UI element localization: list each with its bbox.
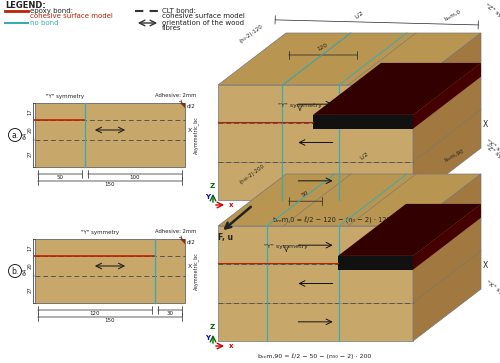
Text: 120: 120 (90, 311, 100, 316)
Text: F, u: F, u (218, 233, 233, 242)
Text: (n₀-2)·120: (n₀-2)·120 (238, 24, 264, 44)
Text: "Y" symmetry: "Y" symmetry (46, 94, 84, 99)
Text: Z: Z (210, 183, 215, 189)
Text: Y: Y (205, 194, 210, 200)
Text: 17: 17 (28, 244, 32, 251)
Text: epoxy bond:: epoxy bond: (30, 8, 73, 14)
Text: bᵣₑm,90 = ℓ/2 − 50 − (n₉₀ − 2) · 200: bᵣₑm,90 = ℓ/2 − 50 − (n₉₀ − 2) · 200 (258, 354, 371, 359)
Text: 50: 50 (301, 190, 310, 198)
Polygon shape (218, 174, 481, 226)
Polygon shape (313, 115, 413, 129)
Text: bᵣₑm,0: bᵣₑm,0 (444, 9, 462, 22)
Text: fibres: fibres (162, 25, 182, 32)
Text: 27: 27 (28, 286, 32, 293)
Text: Adhesive: 2mm: Adhesive: 2mm (155, 229, 196, 239)
Polygon shape (180, 239, 185, 244)
Bar (218, 226, 413, 341)
Text: "Z" symmetry: "Z" symmetry (484, 3, 500, 32)
Text: x: x (229, 202, 234, 208)
Text: 17: 17 (28, 108, 32, 115)
Text: 50: 50 (56, 175, 64, 180)
Text: Adhesive: 2mm: Adhesive: 2mm (155, 93, 196, 103)
Text: X: X (483, 261, 488, 270)
Text: d/2: d/2 (187, 104, 196, 109)
Text: "X" symmetry: "X" symmetry (485, 280, 500, 310)
Polygon shape (218, 33, 481, 85)
Text: Y: Y (205, 335, 210, 341)
Text: CLT bond:: CLT bond: (162, 8, 196, 14)
Text: "X" symmetry: "X" symmetry (485, 139, 500, 169)
Text: 120: 120 (317, 42, 329, 52)
Text: Z: Z (210, 324, 215, 330)
Bar (35, 239, 185, 303)
Text: "Y" symmetry: "Y" symmetry (264, 244, 308, 249)
Bar (35, 103, 185, 167)
Text: a.: a. (12, 131, 18, 139)
Polygon shape (313, 63, 481, 115)
Text: 150: 150 (105, 182, 115, 187)
Text: 100: 100 (130, 175, 140, 180)
Text: b.: b. (12, 266, 18, 276)
Text: X: X (188, 264, 192, 269)
Text: d/2: d/2 (187, 240, 196, 245)
Text: 20: 20 (28, 262, 32, 269)
Text: L/2: L/2 (358, 150, 369, 160)
Text: x: x (229, 343, 234, 349)
Text: LEGEND:: LEGEND: (5, 1, 46, 10)
Text: 64: 64 (22, 131, 28, 139)
Text: "Y" symmetry: "Y" symmetry (81, 230, 119, 235)
Text: (n₉₀-2)·200: (n₉₀-2)·200 (238, 163, 266, 185)
Text: Asymmetric_bc: Asymmetric_bc (193, 252, 199, 290)
Text: X: X (483, 120, 488, 129)
Text: bᵣₑm,0 = ℓ/2 − 120 − (n₀ − 2) · 120: bᵣₑm,0 = ℓ/2 − 120 − (n₀ − 2) · 120 (273, 216, 391, 224)
Polygon shape (338, 256, 413, 270)
Text: 30: 30 (166, 311, 173, 316)
Text: cohesive surface model: cohesive surface model (30, 13, 113, 20)
Polygon shape (338, 204, 481, 256)
Bar (218, 85, 413, 200)
Polygon shape (413, 63, 481, 129)
Text: X: X (188, 127, 192, 132)
Text: 64: 64 (22, 267, 28, 275)
Text: 150: 150 (105, 318, 115, 323)
Polygon shape (413, 204, 481, 270)
Text: L/2: L/2 (354, 9, 364, 19)
Text: Asymmetric_bc: Asymmetric_bc (193, 116, 199, 154)
Text: orientation of the wood: orientation of the wood (162, 20, 244, 26)
Text: bᵣₑm,90: bᵣₑm,90 (444, 148, 465, 163)
Polygon shape (180, 103, 185, 108)
Text: 27: 27 (28, 150, 32, 157)
Text: no bond: no bond (30, 20, 58, 26)
Text: cohesive surface model: cohesive surface model (162, 13, 245, 20)
Text: "Y" symmetry: "Y" symmetry (278, 103, 322, 108)
Polygon shape (413, 33, 481, 200)
Text: "Z" symmetry: "Z" symmetry (484, 143, 500, 173)
Text: 20: 20 (28, 127, 32, 133)
Polygon shape (413, 174, 481, 341)
